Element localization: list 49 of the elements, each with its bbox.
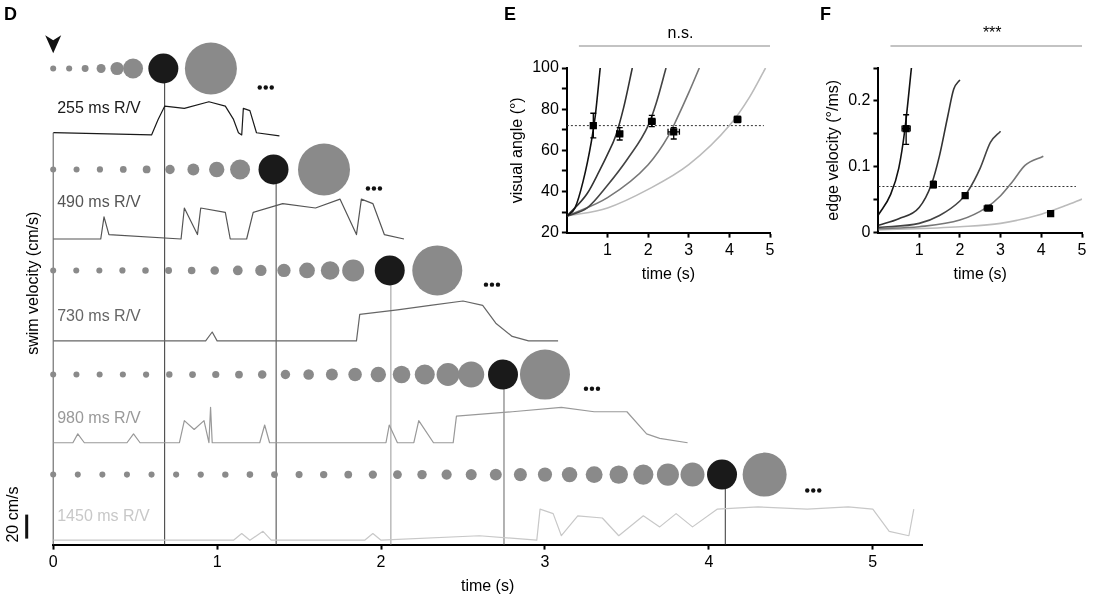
series-label: 490 ms R/V	[57, 193, 142, 211]
x-tick-label: 2	[376, 552, 386, 570]
y-tick-label: 0	[861, 223, 871, 241]
y-tick-label: 40	[541, 181, 559, 199]
x-tick-label: 1	[914, 240, 924, 258]
x-tick-label: 2	[643, 240, 653, 258]
series-label: 255 ms R/V	[57, 99, 142, 117]
y-tick-label: 0.2	[848, 91, 871, 109]
x-tick-label: 0	[48, 552, 58, 570]
x-tick-label: 4	[704, 552, 714, 570]
x-tick-label: 5	[1077, 240, 1087, 258]
x-tick-label: 4	[1036, 240, 1046, 258]
line-series	[878, 130, 1002, 229]
x-axis-title: time (s)	[953, 264, 1007, 282]
line-series	[878, 155, 1045, 230]
line-series	[566, 68, 667, 217]
x-tick-label: 3	[684, 240, 694, 258]
x-tick-label: 5	[765, 240, 775, 258]
x-tick-label: 5	[868, 552, 878, 570]
x-tick-label: 1	[212, 552, 222, 570]
x-tick-label: 1	[603, 240, 613, 258]
y-tick-label: 100	[532, 58, 559, 76]
chart-title: D	[4, 3, 17, 24]
x-tick-label: 3	[996, 240, 1006, 258]
x-tick-label: 4	[724, 240, 734, 258]
y-axis-title: visual angle (°)	[508, 97, 526, 204]
point	[1047, 209, 1055, 218]
y-axis-title: swim velocity (cm/s)	[24, 211, 42, 355]
chart-title: F	[820, 3, 831, 24]
x-axis-title: time (s)	[460, 576, 515, 594]
line-series	[878, 68, 913, 216]
text: ***	[982, 24, 1002, 42]
x-tick-label: 3	[540, 552, 550, 570]
y-tick-label: 60	[541, 140, 559, 158]
text: n.s.	[667, 24, 694, 42]
point	[961, 192, 969, 200]
y-tick-label: 80	[541, 99, 559, 117]
line-series	[566, 68, 767, 217]
y-tick-label: 0.1	[848, 157, 871, 175]
x-tick-label: 2	[955, 240, 965, 258]
y-tick-label: 20	[541, 223, 559, 241]
line-series	[566, 68, 601, 217]
chart-title: E	[504, 3, 517, 24]
series-label: 730 ms R/V	[57, 307, 142, 325]
y-axis-title: edge velocity (°/ms)	[824, 79, 842, 221]
text: 20 cm/s	[3, 486, 21, 543]
line-series	[878, 79, 961, 227]
x-axis-title: time (s)	[641, 264, 696, 282]
series-label: 980 ms R/V	[57, 409, 142, 427]
